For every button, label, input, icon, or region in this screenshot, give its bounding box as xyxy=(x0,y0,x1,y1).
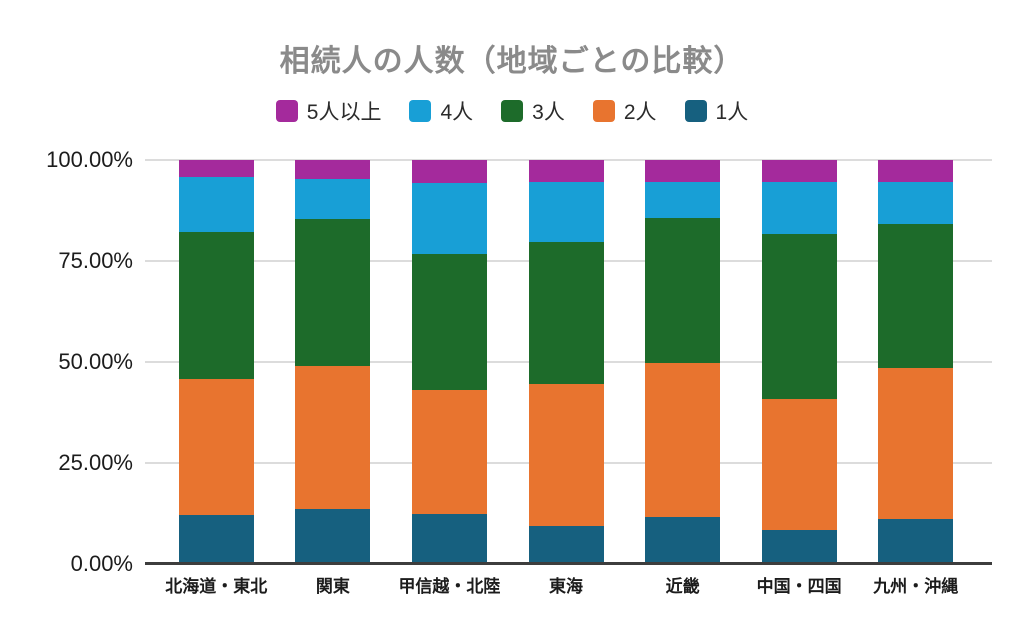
bar-segment xyxy=(528,241,604,384)
legend-swatch-icon xyxy=(409,100,432,122)
y-axis-tick-label: 100.00% xyxy=(46,147,133,172)
bar-segment xyxy=(645,218,721,363)
bar-segment xyxy=(761,399,837,531)
y-axis-tick-label: 75.00% xyxy=(58,248,133,273)
bar-segment xyxy=(528,160,604,183)
stacked-bar-5 xyxy=(761,160,837,564)
legend-item-2: 3人 xyxy=(501,96,565,126)
bar-segment xyxy=(411,182,487,255)
plot-area xyxy=(145,159,992,565)
legend-item-1: 4人 xyxy=(409,96,473,126)
x-axis: 北海道・東北 関東 甲信越・北陸 東海 近畿 中国・四国 九州・沖縄 xyxy=(158,572,974,597)
bar-segment xyxy=(645,517,721,564)
x-axis-category-label: 東海 xyxy=(549,577,584,596)
bar-segment xyxy=(761,160,837,182)
bar-column-4 xyxy=(624,160,741,564)
x-axis-line xyxy=(145,562,992,565)
y-axis-tick-label: 25.00% xyxy=(58,450,133,475)
bar-segment xyxy=(645,362,721,518)
y-axis-tick-label: 50.00% xyxy=(58,349,133,374)
x-axis-category-label: 関東 xyxy=(315,577,350,596)
bar-segment xyxy=(411,160,487,183)
x-axis-category-label: 甲信越・北陸 xyxy=(398,577,501,596)
bar-segment xyxy=(295,179,371,219)
bar-segment xyxy=(178,160,254,178)
x-axis-category-label: 中国・四国 xyxy=(756,577,842,596)
bar-segment xyxy=(411,389,487,514)
x-axis-category-label: 北海道・東北 xyxy=(165,577,268,596)
bar-segment xyxy=(645,160,721,182)
legend-swatch-icon xyxy=(592,100,615,122)
bar-column-1 xyxy=(275,160,392,564)
legend-item-4: 1人 xyxy=(684,96,749,126)
legend-label: 5人以上 xyxy=(306,101,382,124)
stacked-bar-0 xyxy=(178,160,254,564)
stacked-bar-3 xyxy=(528,160,604,564)
legend-label: 3人 xyxy=(532,101,565,124)
bar-column-6 xyxy=(857,160,974,564)
bar-segment xyxy=(295,218,371,367)
y-axis: 0.00% 25.00% 50.00% 75.00% 100.00% xyxy=(0,148,133,576)
bar-segment xyxy=(295,509,371,564)
legend-item-3: 2人 xyxy=(592,96,657,126)
bar-segment xyxy=(411,254,487,390)
bar-segment xyxy=(411,513,487,564)
bar-column-2 xyxy=(391,160,508,564)
bar-segment xyxy=(295,366,371,510)
bar-segment xyxy=(761,181,837,235)
bar-segment xyxy=(178,378,254,516)
stacked-bar-6 xyxy=(878,160,954,564)
legend-label: 4人 xyxy=(440,101,474,124)
bar-segment xyxy=(528,526,604,564)
stacked-bar-1 xyxy=(295,160,371,564)
bar-segment xyxy=(295,160,371,180)
bar-segment xyxy=(878,223,954,369)
legend-swatch-icon xyxy=(684,100,707,122)
bar-segment xyxy=(878,181,954,224)
bar-segment xyxy=(878,160,954,182)
x-axis-category-label: 九州・沖縄 xyxy=(873,577,959,596)
legend-swatch-icon xyxy=(501,100,524,122)
bar-segment xyxy=(178,177,254,232)
legend-label: 2人 xyxy=(623,101,657,124)
bar-column-3 xyxy=(508,160,625,564)
bar-column-0 xyxy=(158,160,275,564)
bar-segment xyxy=(878,518,954,564)
legend: 5人以上 4人 3人 2人 1人 xyxy=(0,95,1024,127)
bar-segment xyxy=(178,231,254,379)
bar-segment xyxy=(528,383,604,526)
x-axis-category-label: 近畿 xyxy=(665,577,700,596)
stacked-bar-2 xyxy=(411,160,487,564)
legend-item-0: 5人以上 xyxy=(275,96,382,126)
bar-segment xyxy=(761,530,837,564)
chart-title: 相続人の人数（地域ごとの比較） xyxy=(279,45,745,78)
legend-label: 1人 xyxy=(715,101,749,124)
bar-segment xyxy=(878,368,954,519)
y-axis-tick-label: 0.00% xyxy=(70,551,133,576)
bar-segment xyxy=(528,182,604,242)
bar-segment xyxy=(645,181,721,219)
bar-segment xyxy=(761,234,837,400)
bars-band xyxy=(158,160,974,564)
bar-column-5 xyxy=(741,160,858,564)
legend-swatch-icon xyxy=(275,100,298,122)
stacked-bar-4 xyxy=(645,160,721,564)
bar-segment xyxy=(178,515,254,564)
